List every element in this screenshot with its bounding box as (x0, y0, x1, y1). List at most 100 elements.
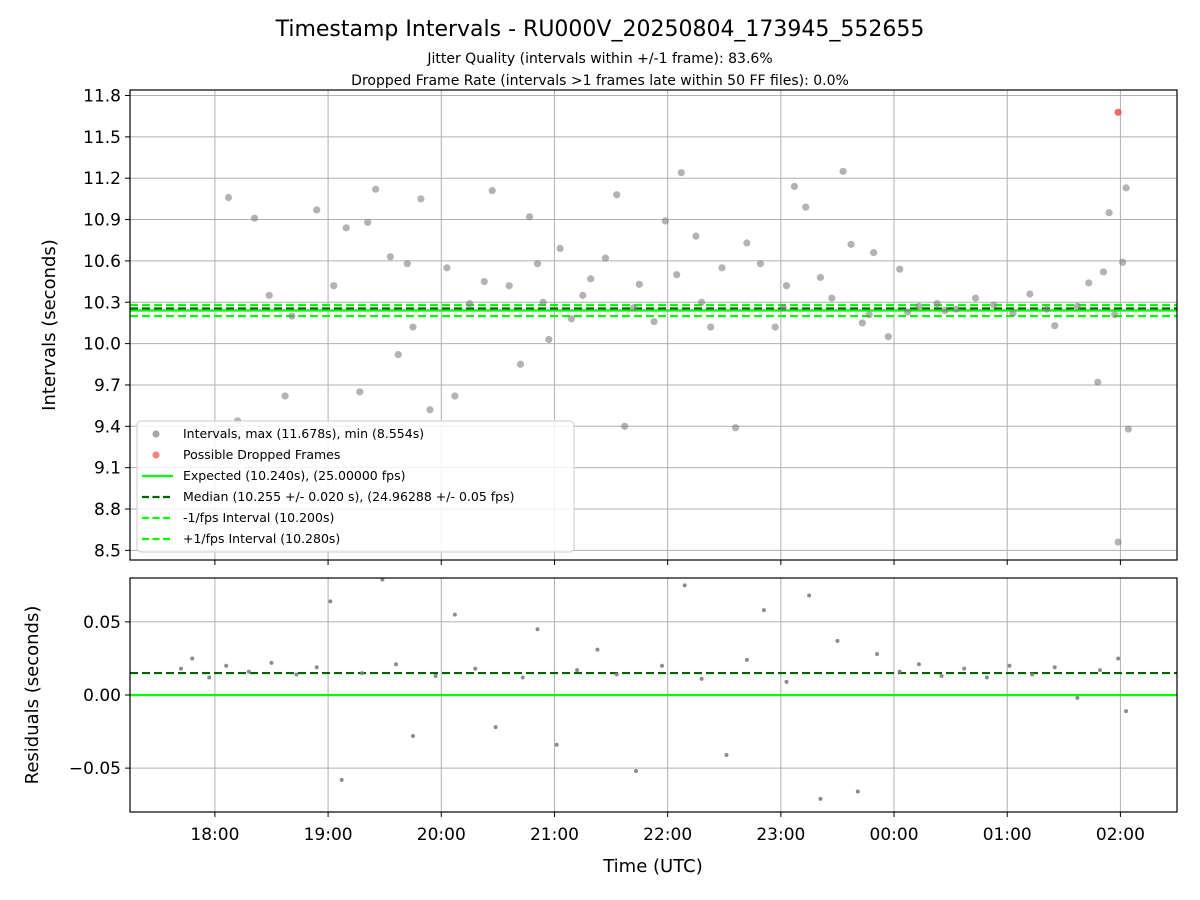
interval-point (417, 195, 425, 203)
interval-point (288, 312, 296, 320)
interval-point (356, 388, 364, 396)
residual-point (1030, 672, 1035, 677)
interval-point (443, 264, 451, 272)
interval-point (839, 167, 847, 175)
interval-point (539, 298, 547, 306)
interval-point (630, 304, 638, 312)
top-y-tick-label: 10.9 (83, 211, 121, 231)
bottom-y-tick-label: 0.00 (83, 686, 121, 706)
interval-point (342, 224, 350, 232)
residual-point (1098, 668, 1103, 673)
bottom-y-tick-label: −0.05 (69, 759, 121, 779)
legend-marker-dot (152, 430, 160, 438)
top-panel-dropped-points (1114, 108, 1122, 116)
residual-point (1052, 665, 1057, 670)
interval-point (884, 333, 892, 341)
interval-point (330, 282, 338, 290)
residual-point (190, 656, 195, 661)
interval-point (613, 191, 621, 199)
interval-point (364, 218, 372, 226)
top-panel-y-ticks: 8.5 8.8 9.1 9.4 9.7 10.0 10.3 10.6 10.9 11.2 11.5 1… (83, 87, 130, 561)
interval-point (386, 253, 394, 261)
top-y-axis-label: Intervals (seconds) (39, 239, 60, 411)
interval-point (224, 193, 233, 202)
interval-point (698, 298, 706, 306)
interval-point (790, 182, 799, 191)
residual-point (939, 673, 944, 678)
legend-markers (142, 430, 173, 541)
interval-point (1094, 378, 1102, 386)
interval-point (1105, 209, 1113, 217)
interval-point (731, 424, 740, 432)
residual-point (1116, 656, 1121, 661)
top-y-tick-label: 9.7 (94, 376, 121, 396)
interval-point (692, 232, 700, 240)
x-tick-label: 20:00 (417, 825, 466, 845)
top-panel-frame (129, 89, 1178, 561)
legend-label-plus-fps: +1/fps Interval (10.280s) (183, 531, 340, 546)
interval-point (426, 406, 434, 414)
interval-point (782, 282, 791, 290)
top-y-tick-label: 11.2 (83, 169, 121, 189)
interval-point (816, 273, 825, 282)
top-y-tick-label: 8.8 (94, 500, 121, 520)
interval-point (1085, 279, 1093, 287)
interval-point (587, 275, 595, 283)
interval-point (941, 306, 949, 315)
interval-point (1124, 425, 1132, 433)
interval-point (533, 260, 542, 268)
interval-point (870, 249, 878, 257)
interval-point (1073, 302, 1081, 310)
dropped-frame-point (1114, 108, 1122, 116)
interval-point (904, 308, 912, 316)
legend-label-intervals: Intervals, max (11.678s), min (8.554s) (183, 426, 424, 441)
residual-point (875, 652, 880, 657)
interval-point (579, 291, 587, 299)
top-y-tick-label: 11.5 (83, 128, 121, 148)
residual-point (393, 662, 398, 667)
residual-point (1124, 709, 1129, 714)
legend-marker-dot (152, 451, 160, 459)
interval-point (771, 323, 779, 331)
interval-point (488, 187, 496, 195)
residual-point (224, 663, 229, 668)
interval-point (372, 185, 380, 193)
residual-point (294, 672, 299, 677)
x-tick-label: 23:00 (756, 825, 805, 845)
residual-point (520, 675, 525, 680)
residual-point (554, 742, 559, 747)
interval-point (1114, 538, 1122, 546)
interval-point (828, 294, 836, 302)
interval-point (707, 323, 715, 331)
top-y-tick-label: 10.6 (83, 252, 121, 272)
residual-point (835, 638, 840, 643)
interval-point (718, 264, 726, 272)
interval-point (858, 319, 866, 327)
interval-point (265, 291, 273, 299)
interval-point (1099, 268, 1108, 276)
interval-point (545, 335, 553, 344)
interval-point (250, 214, 259, 222)
interval-point (915, 302, 923, 310)
interval-point (677, 169, 685, 177)
interval-point (525, 213, 534, 221)
top-y-tick-label: 11.8 (83, 87, 121, 107)
residual-point (962, 666, 967, 671)
residual-point (1075, 695, 1080, 700)
interval-point (779, 304, 787, 312)
chart-title: Timestamp Intervals - RU000V_20250804_17… (275, 17, 925, 42)
residual-point (784, 679, 789, 684)
interval-point (556, 244, 564, 253)
residual-point (473, 666, 478, 671)
interval-point (1122, 184, 1130, 192)
chart-subtitle-jitter: Jitter Quality (intervals within +/-1 fr… (426, 51, 772, 67)
interval-point (971, 294, 980, 302)
residual-point (452, 612, 457, 617)
interval-point (1111, 311, 1119, 319)
residual-point (269, 660, 274, 665)
residual-point (575, 668, 580, 673)
interval-point (480, 277, 488, 286)
top-y-tick-label: 10.0 (83, 335, 121, 355)
interval-point (650, 317, 658, 326)
